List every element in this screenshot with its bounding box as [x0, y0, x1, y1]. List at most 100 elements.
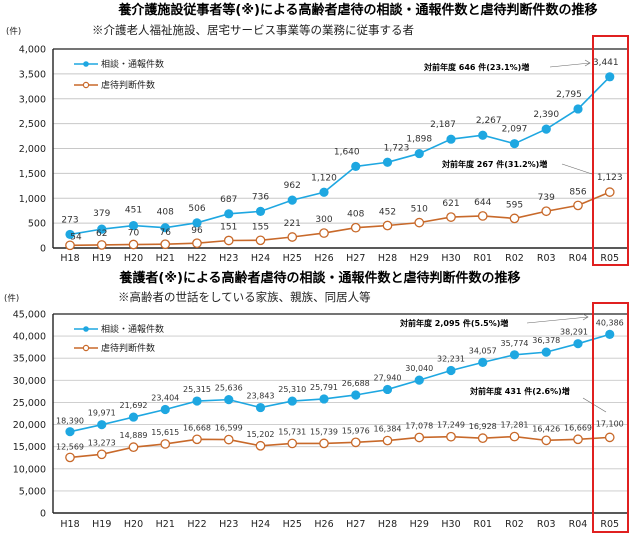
data-point — [541, 435, 552, 446]
data-point — [414, 432, 425, 443]
data-point — [319, 228, 329, 238]
data-point — [287, 438, 298, 449]
data-point — [573, 434, 583, 445]
data-label: 2,795 — [556, 90, 582, 100]
x-tick-label: H21 — [156, 253, 175, 264]
data-point — [382, 220, 393, 231]
x-tick-label: H29 — [410, 253, 429, 264]
data-point — [509, 431, 520, 442]
data-label: 35,774 — [501, 339, 529, 348]
x-tick-label: H28 — [378, 519, 397, 530]
data-point — [223, 235, 234, 246]
x-tick-label: R03 — [537, 519, 556, 530]
data-point — [478, 357, 488, 367]
legend-2-label-judged: 虐待判断件数 — [101, 342, 155, 354]
data-label: 273 — [61, 215, 78, 225]
data-label: 30,040 — [405, 364, 433, 373]
legend-2-label-consult: 相談・通報件数 — [101, 323, 164, 335]
data-label: 19,971 — [88, 409, 116, 418]
data-label: 408 — [347, 210, 364, 220]
chart-2-y-ticks: 0 5,000 10,000 15,000 20,000 25,000 30,000 35,0… — [13, 310, 46, 520]
data-point — [287, 396, 297, 406]
series-line-1 — [69, 435, 610, 459]
data-label: 17,281 — [501, 421, 529, 430]
x-tick-label: R04 — [569, 253, 588, 264]
y-tick-label: 500 — [28, 219, 46, 230]
chart-2-annotation-judged: 対前年度 431 件(2.6%)増 — [469, 386, 607, 413]
y-tick-label: 0 — [40, 244, 46, 255]
data-point — [97, 420, 107, 430]
data-label: 16,668 — [183, 423, 211, 432]
x-tick-label: H22 — [187, 253, 206, 264]
data-label: 12,569 — [56, 442, 84, 451]
chart-1-r05-highlight — [592, 35, 629, 266]
data-point — [255, 440, 266, 451]
data-point — [604, 432, 615, 443]
x-tick-label: H24 — [251, 519, 270, 530]
data-point — [65, 427, 75, 437]
data-label: 38,291 — [560, 328, 588, 337]
x-tick-label: H20 — [124, 253, 143, 264]
data-label: 15,739 — [310, 427, 338, 436]
data-label: 23,843 — [247, 392, 275, 401]
data-label: 25,310 — [278, 385, 306, 394]
y-tick-label: 40,000 — [13, 332, 46, 343]
x-tick-label: H29 — [410, 519, 429, 530]
data-point — [192, 218, 202, 228]
data-point — [541, 206, 552, 217]
data-label: 25,636 — [215, 384, 243, 393]
data-label: 644 — [474, 198, 491, 208]
data-point — [128, 412, 139, 422]
chart-2-y-unit: (件) — [4, 293, 19, 304]
series-line-0 — [69, 76, 611, 236]
data-point — [287, 195, 297, 205]
data-point — [224, 209, 234, 219]
data-label: 15,731 — [278, 427, 306, 436]
x-tick-label: H19 — [92, 253, 111, 264]
x-tick-label: R03 — [537, 253, 556, 264]
x-tick-label: R05 — [600, 519, 619, 530]
y-tick-label: 35,000 — [13, 354, 46, 365]
x-tick-label: H18 — [60, 519, 79, 530]
chart-2-subtitle: ※高齢者の世話をしている家族、親族、同居人等 — [118, 290, 371, 304]
data-point — [382, 384, 393, 395]
x-tick-label: H28 — [378, 253, 397, 264]
chart-1-annotation-consult-text: 対前年度 646 件(23.1%)増 — [423, 62, 529, 72]
x-tick-label: H22 — [187, 519, 206, 530]
data-point — [446, 431, 456, 442]
data-label: 452 — [379, 208, 396, 218]
data-label: 16,928 — [469, 422, 497, 431]
data-point — [255, 206, 266, 216]
chart-1: 養介護施設従事者等(※)による高齢者虐待の相談・通報件数と虐待判断件数の推移 ※… — [6, 2, 629, 266]
series-line-0 — [69, 333, 610, 433]
y-tick-label: 2,500 — [19, 119, 46, 130]
data-label: 155 — [252, 222, 269, 232]
data-label: 16,426 — [532, 424, 560, 433]
x-tick-label: H30 — [441, 253, 460, 264]
data-point — [351, 161, 361, 172]
x-tick-label: H21 — [156, 519, 175, 530]
data-point — [573, 339, 583, 349]
data-label: 687 — [220, 195, 237, 205]
data-point — [350, 222, 361, 233]
chart-1-annotation-consult: 対前年度 646 件(23.1%)増 — [423, 59, 591, 72]
x-tick-label: H23 — [219, 519, 238, 530]
data-label: 151 — [220, 222, 237, 232]
x-tick-label: R01 — [473, 519, 492, 530]
data-point — [382, 157, 393, 167]
data-label: 15,615 — [151, 428, 179, 437]
data-label: 70 — [128, 229, 140, 239]
data-point — [192, 238, 202, 249]
x-tick-label: H25 — [283, 519, 302, 530]
data-label: 13,273 — [88, 438, 116, 447]
series-line-1 — [69, 191, 611, 247]
x-tick-label: H25 — [283, 253, 302, 264]
data-point — [128, 220, 139, 231]
chart-2-legend: 相談・通報件数 虐待判断件数 — [74, 323, 164, 354]
data-point — [255, 235, 266, 246]
data-label: 17,249 — [437, 421, 465, 430]
chart-2-annotation-consult-text: 対前年度 2,095 件(5.5%)増 — [399, 318, 508, 328]
chart-1-annotation-judged-arrow — [561, 163, 593, 175]
data-label: 506 — [188, 204, 205, 214]
